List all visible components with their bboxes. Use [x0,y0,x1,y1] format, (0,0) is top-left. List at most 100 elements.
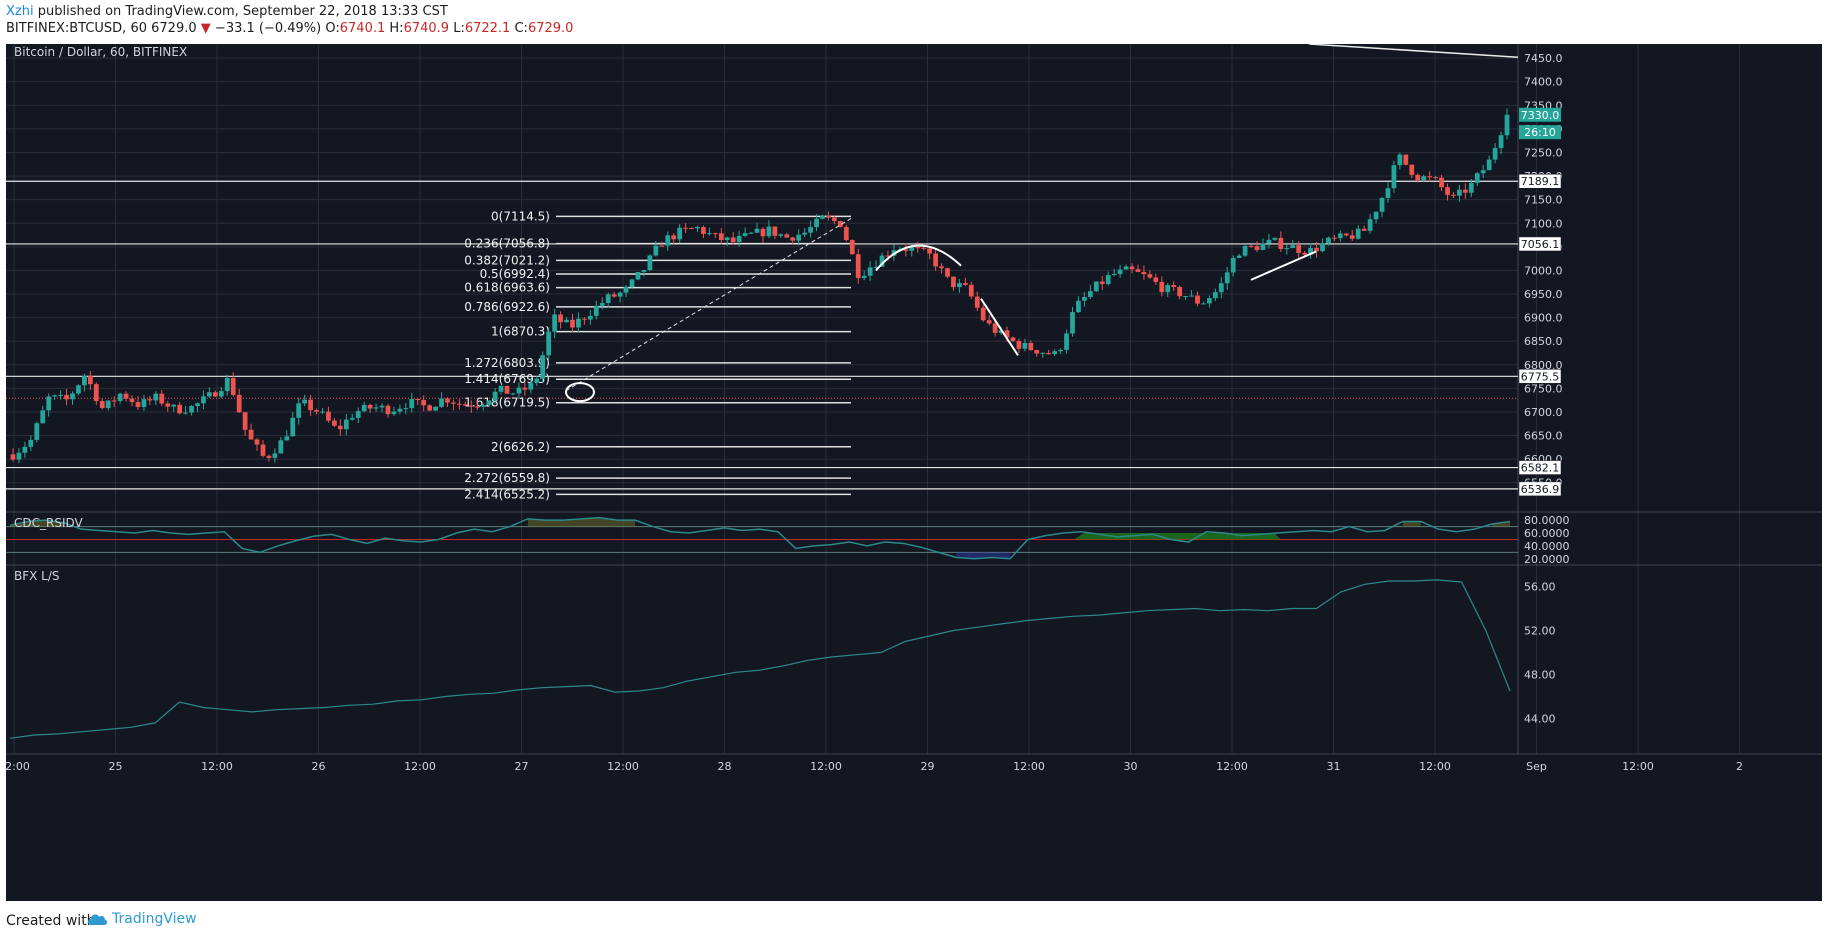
fib-level-label: 1.618(6719.5) [464,396,550,410]
candle-body [361,404,367,412]
time-tick-label: 12:00 [404,760,436,773]
time-tick-label: 12:00 [1013,760,1045,773]
candle-body [201,396,206,404]
candle-body [1457,189,1462,196]
high-value: 6740.9 [403,21,450,36]
candle-body [1153,277,1159,282]
time-tick-label: 26 [312,760,326,773]
candle-body [1010,337,1016,341]
price-axis-label: 7189.1 [1521,175,1560,188]
candle-body [766,226,772,237]
candle-body [689,228,694,230]
candle-body [1326,237,1331,244]
publish-header: Xzhi published on TradingView.com, Septe… [0,0,1828,44]
close-value: 6729.0 [527,21,574,36]
candle-body [677,227,683,240]
candle-body [349,417,355,420]
candle-body [1272,237,1278,240]
candle-body [1290,245,1296,249]
price-axis-label-box [1519,125,1561,140]
candle-body [284,436,290,441]
time-tick-label: 12:00 [810,760,842,773]
candle-body [1409,164,1415,175]
price-tick-label: 6700.0 [1524,406,1563,419]
candle-body [480,404,486,407]
candle-body [1492,148,1498,160]
candle-body [332,420,337,426]
candle-body [70,393,75,400]
candle-body [230,377,236,395]
candle-body [433,406,438,411]
rsi-pane[interactable]: CDC_RSIDV [6,516,1518,560]
candle-body [1385,188,1391,198]
candle-body [302,399,308,404]
candle-body [1016,340,1022,349]
fib-level-label: 1.272(6803.9) [464,356,550,370]
candle-body [885,255,891,257]
candle-body [486,400,492,405]
candle-body [558,314,563,323]
candle-body [712,233,718,235]
candle-body [1195,295,1200,304]
candle-body [266,455,272,458]
candle-body [129,398,135,403]
candle-body [778,234,784,236]
candle-body [343,419,349,430]
candle-body [724,237,730,241]
candle-body [861,275,867,279]
candle-body [10,454,16,460]
price-tick-label: 7450.0 [1524,52,1563,65]
candle-body [1337,233,1343,239]
high-label: H: [389,21,404,36]
low-label: L: [453,21,465,36]
candle-body [34,423,40,440]
candle-body [451,402,456,404]
footer-bar: Created with TradingView [0,901,1828,938]
time-tick-label: Sep [1526,760,1547,773]
publish-info: Xzhi published on TradingView.com, Septe… [6,4,448,19]
candle-body [1415,174,1421,181]
candle-body [945,268,950,277]
candle-body [236,394,242,413]
candle-body [260,444,266,456]
candle-body [849,240,855,255]
long-short-pane[interactable]: BFX L/S [9,569,1511,739]
trendline [1250,250,1317,281]
candle-body [617,292,623,297]
candle-body [1439,177,1444,188]
candle-body [379,405,385,408]
tradingview-logo[interactable]: TradingView [86,911,197,927]
trendline [1308,44,1519,58]
candle-body [754,228,760,233]
time-axis[interactable]: 12:00 25 12:00 26 12:00 27 12:00 28 12:00 29 12:00… [6,760,1743,773]
candle-body [153,393,159,401]
time-tick-label: 12:00 [6,760,30,773]
fib-level-label: 2.272(6559.8) [464,471,550,485]
candle-body [1004,330,1010,338]
rsi-zone-fill [527,517,635,527]
rsi-title: CDC_RSIDV [14,516,84,530]
candle-body [623,287,629,293]
candle-body [1105,275,1111,285]
price-axis[interactable]: 7450.07400.07350.07300.07250.07200.07150… [1518,52,1570,726]
candle-body [939,266,944,269]
candle-body [1397,154,1403,166]
price-axis-label-box [1518,236,1562,252]
chart-canvas[interactable]: 0(7114.5) 0.236(7056.8) 0.382(7021.2)0.5(6… [6,44,1822,901]
candle-body [814,218,819,228]
low-value: 6722.1 [464,21,511,36]
candle-body [867,267,873,276]
fib-level-label: 2.414(6525.2) [464,487,550,501]
candle-body [1099,281,1105,285]
author-link[interactable]: Xzhi [6,4,34,19]
price-pane[interactable]: 0(7114.5) 0.236(7056.8) 0.382(7021.2)0.5(6… [6,44,1519,501]
rsi-tick-label: 80.0000 [1524,514,1570,527]
rsi-tick-label: 20.0000 [1524,553,1570,566]
long-short-tick-label: 52.00 [1524,625,1556,638]
candle-body [1332,237,1337,239]
candle-body [843,227,849,241]
close-label: C: [514,21,528,36]
candle-body [1403,154,1409,165]
trendline [980,298,1019,356]
time-tick-label: 31 [1327,760,1341,773]
